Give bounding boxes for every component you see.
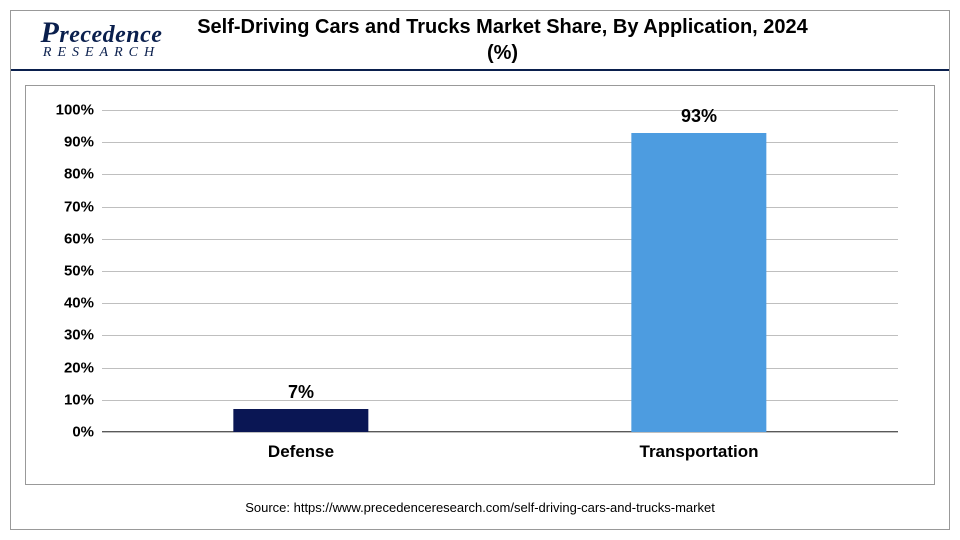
y-tick-label: 100% (56, 102, 102, 119)
source-line: Source: https://www.precedenceresearch.c… (11, 500, 949, 515)
y-tick-label: 20% (64, 359, 102, 376)
chart-frame: 0%10%20%30%40%50%60%70%80%90%100%7%Defen… (25, 85, 935, 485)
y-tick-label: 0% (72, 424, 102, 441)
grid-line (102, 239, 898, 240)
grid-line (102, 335, 898, 336)
y-tick-label: 80% (64, 166, 102, 183)
x-axis (102, 431, 898, 432)
grid-line (102, 368, 898, 369)
logo-sub: RESEARCH (43, 45, 160, 61)
grid-line (102, 110, 898, 111)
bar: 7% (233, 409, 368, 432)
grid-line (102, 400, 898, 401)
grid-line (102, 142, 898, 143)
header-row: Precedence RESEARCH Self-Driving Cars an… (11, 11, 949, 71)
bar-value-label: 93% (681, 106, 717, 133)
grid-line (102, 271, 898, 272)
x-tick-label: Defense (268, 432, 334, 462)
bar-value-label: 7% (288, 382, 314, 409)
grid-line (102, 207, 898, 208)
y-tick-label: 30% (64, 327, 102, 344)
chart-title: Self-Driving Cars and Trucks Market Shar… (184, 14, 941, 66)
plot-area: 0%10%20%30%40%50%60%70%80%90%100%7%Defen… (102, 110, 898, 432)
bar: 93% (631, 133, 766, 432)
x-tick-label: Transportation (639, 432, 758, 462)
y-tick-label: 60% (64, 230, 102, 247)
logo-main: Precedence (41, 19, 163, 47)
logo: Precedence RESEARCH (19, 19, 184, 61)
grid-line (102, 432, 898, 433)
y-tick-label: 40% (64, 295, 102, 312)
y-tick-label: 10% (64, 391, 102, 408)
y-tick-label: 50% (64, 263, 102, 280)
y-tick-label: 70% (64, 198, 102, 215)
outer-frame: Precedence RESEARCH Self-Driving Cars an… (10, 10, 950, 530)
grid-line (102, 303, 898, 304)
y-tick-label: 90% (64, 134, 102, 151)
grid-line (102, 174, 898, 175)
